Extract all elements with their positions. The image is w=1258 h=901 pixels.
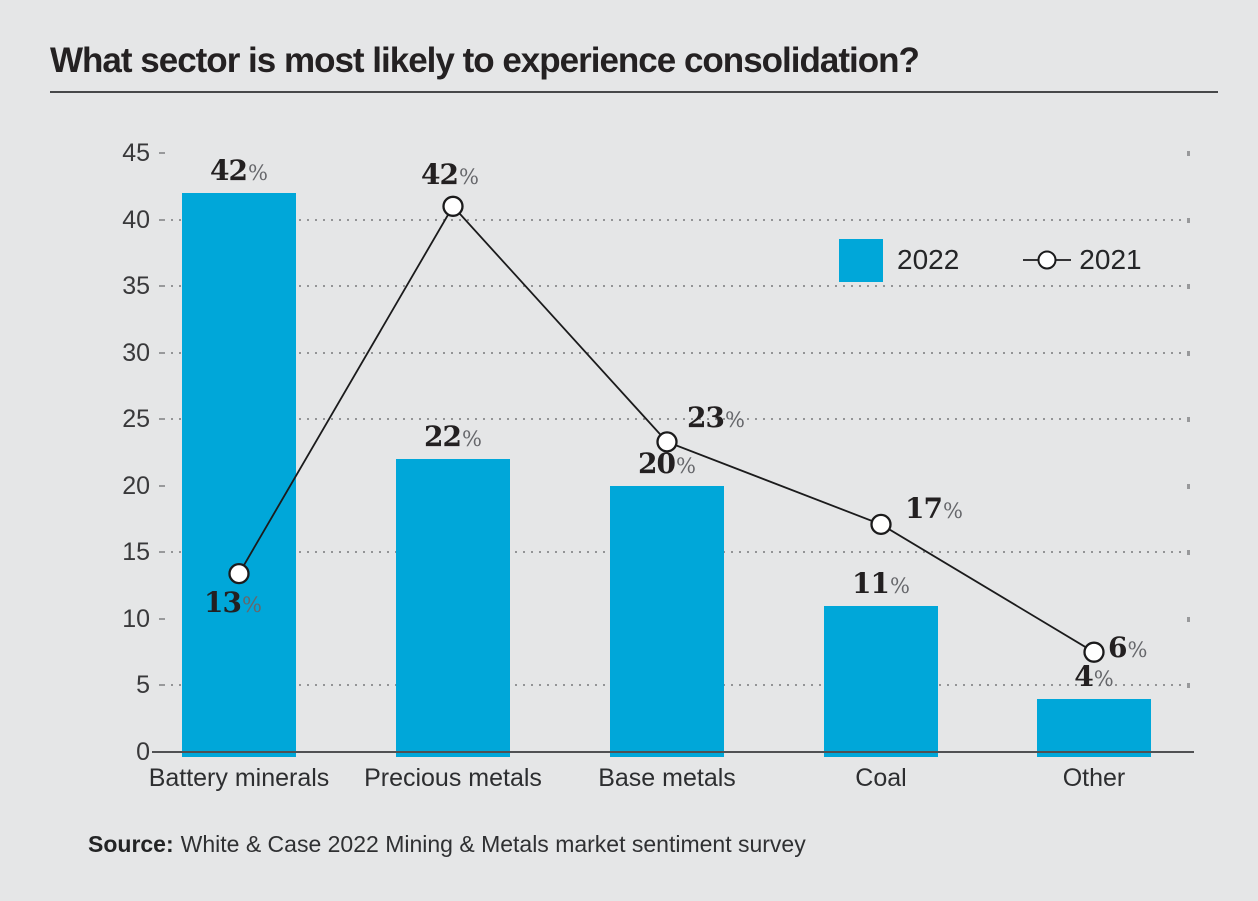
source-line: Source: White & Case 2022 Mining & Metals… — [88, 830, 806, 858]
line-value-label: 13% — [153, 588, 313, 620]
value-number: 13 — [204, 586, 242, 619]
value-number: 11 — [852, 566, 890, 600]
legend-label-2022: 2022 — [897, 244, 960, 275]
y-axis-tick-right — [1187, 284, 1190, 290]
y-axis-tick-right — [1187, 151, 1190, 157]
y-axis-label: 45 — [122, 139, 150, 168]
title-rule — [50, 91, 1218, 93]
y-axis-tick-left — [159, 484, 165, 487]
gridline — [171, 418, 1184, 421]
y-axis-label: 25 — [122, 405, 150, 434]
y-axis-label: 5 — [136, 671, 150, 700]
percent-sign: % — [890, 573, 910, 598]
y-axis-label: 15 — [122, 538, 150, 567]
y-axis-label: 10 — [122, 604, 150, 633]
percent-sign: % — [1127, 638, 1148, 662]
chart-title: What sector is most likely to experience… — [50, 41, 920, 80]
percent-sign: % — [724, 408, 745, 432]
x-axis-label: Precious metals — [364, 764, 542, 792]
gridline — [171, 285, 1184, 288]
y-axis-tick-left — [159, 351, 165, 354]
y-axis-tick-left — [159, 152, 165, 155]
bar-value-label: 20% — [587, 446, 747, 481]
source-label: Source: — [88, 831, 174, 857]
bar-value-label: 42% — [159, 153, 319, 188]
y-axis-tick-right — [1187, 350, 1190, 356]
y-axis-label: 40 — [122, 205, 150, 234]
y-axis-tick-right — [1187, 683, 1190, 689]
bar-precious-metals — [396, 459, 510, 757]
bar-base-metals — [610, 485, 724, 757]
line-value-label: 6% — [1108, 633, 1147, 665]
percent-sign: % — [242, 593, 262, 617]
percent-sign: % — [462, 427, 482, 452]
value-number: 42 — [210, 153, 248, 187]
legend-line-marker-2021 — [1023, 250, 1072, 270]
line-point — [870, 513, 892, 536]
percent-sign: % — [1093, 666, 1114, 691]
y-axis-tick-left — [159, 617, 165, 620]
y-axis-tick-right — [1187, 550, 1190, 556]
y-axis-tick-right — [1187, 417, 1190, 423]
y-axis-tick-left — [159, 684, 165, 687]
percent-sign: % — [459, 165, 479, 189]
y-axis-tick-left — [159, 285, 165, 288]
gridline — [171, 218, 1184, 221]
line-value-label: 17% — [905, 494, 963, 526]
y-axis-label: 30 — [122, 338, 150, 367]
value-number: 42 — [421, 158, 459, 191]
bar-coal — [824, 605, 938, 757]
gridline — [171, 351, 1184, 354]
y-axis-tick-left — [159, 418, 165, 421]
bar-value-label: 22% — [373, 422, 533, 454]
x-axis-label: Battery minerals — [148, 764, 330, 792]
line-value-label: 42% — [370, 160, 530, 192]
line-value-label: 23% — [687, 403, 745, 435]
value-number: 22 — [424, 420, 462, 454]
percent-sign: % — [942, 499, 963, 523]
x-axis-label: Other — [1062, 764, 1126, 792]
line-point — [442, 195, 464, 217]
x-axis-label: Coal — [855, 764, 907, 792]
y-axis-tick-right — [1187, 483, 1190, 489]
y-axis-label: 0 — [136, 738, 150, 766]
x-axis-label: Base metals — [598, 764, 736, 792]
y-axis-label: 35 — [122, 272, 150, 301]
bar-battery-minerals — [182, 192, 296, 757]
source-text: White & Case 2022 Mining & Metals market… — [180, 831, 806, 857]
y-axis-tick-right — [1187, 217, 1190, 223]
legend: 2022 2021 — [839, 238, 1142, 282]
value-number: 6 — [1108, 631, 1128, 664]
y-axis-label: 20 — [122, 471, 150, 500]
y-axis-tick-left — [159, 551, 165, 554]
bar-other — [1037, 698, 1151, 757]
bar-value-label: 4% — [1014, 659, 1174, 694]
value-number: 4 — [1074, 659, 1094, 693]
y-axis-tick-left — [159, 218, 165, 221]
legend-swatch-2022 — [839, 238, 883, 282]
value-number: 20 — [638, 446, 676, 480]
y-axis-tick-right — [1187, 616, 1190, 622]
value-number: 17 — [905, 492, 943, 525]
value-number: 23 — [687, 401, 725, 434]
bar-value-label: 11% — [801, 566, 961, 601]
x-axis-baseline — [152, 751, 1194, 753]
percent-sign: % — [676, 453, 696, 478]
legend-label-2021: 2021 — [1079, 244, 1142, 275]
percent-sign: % — [248, 160, 268, 185]
